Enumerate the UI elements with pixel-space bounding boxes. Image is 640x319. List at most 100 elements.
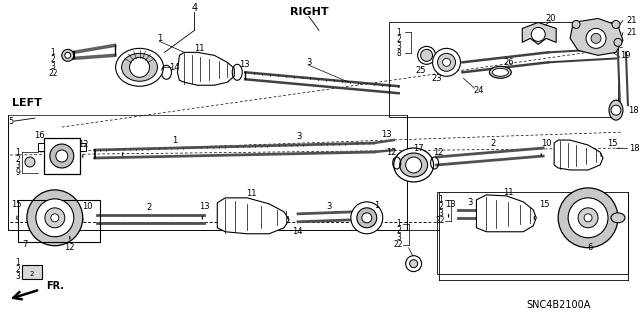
Circle shape (586, 28, 606, 48)
Text: 11: 11 (194, 44, 205, 53)
Polygon shape (177, 52, 234, 85)
Text: 3: 3 (396, 233, 401, 242)
Circle shape (351, 202, 383, 234)
Text: 12: 12 (79, 139, 89, 149)
Text: 16: 16 (35, 130, 45, 140)
Text: 2: 2 (438, 202, 443, 211)
Text: 1: 1 (396, 219, 401, 228)
Text: 3: 3 (15, 161, 20, 170)
Text: 2: 2 (15, 154, 20, 164)
Text: 26: 26 (503, 58, 514, 67)
Text: 1: 1 (157, 34, 162, 43)
Circle shape (572, 20, 580, 28)
Text: 1: 1 (172, 136, 177, 145)
Text: 2: 2 (396, 35, 401, 44)
Circle shape (406, 256, 422, 272)
Text: 8: 8 (396, 49, 401, 58)
Text: 22: 22 (394, 240, 403, 249)
Text: 3: 3 (326, 202, 332, 211)
Circle shape (362, 213, 372, 223)
Text: 10: 10 (83, 202, 93, 211)
Ellipse shape (490, 66, 511, 78)
Text: 21: 21 (626, 28, 636, 37)
Bar (22, 265, 42, 278)
Text: 6: 6 (588, 243, 593, 252)
Text: 3: 3 (15, 272, 20, 281)
Circle shape (51, 214, 59, 222)
Text: 12: 12 (433, 147, 444, 157)
Ellipse shape (609, 100, 623, 120)
Circle shape (357, 208, 377, 228)
Text: 20: 20 (545, 14, 556, 23)
Text: 23: 23 (431, 74, 442, 83)
Polygon shape (554, 140, 603, 170)
Text: 3: 3 (396, 42, 401, 51)
Circle shape (591, 33, 601, 43)
Text: 25: 25 (415, 66, 426, 75)
Text: 3: 3 (307, 58, 312, 67)
Text: 1: 1 (15, 147, 20, 157)
Polygon shape (570, 19, 623, 55)
Bar (38, 143, 44, 151)
Bar (388, 22, 618, 117)
Circle shape (25, 157, 35, 167)
Circle shape (611, 105, 621, 115)
Circle shape (406, 157, 422, 173)
Text: 19: 19 (620, 51, 630, 60)
Ellipse shape (400, 153, 428, 177)
Text: 2: 2 (396, 226, 401, 235)
Circle shape (442, 58, 451, 66)
Text: 17: 17 (413, 144, 424, 152)
Circle shape (433, 48, 461, 76)
Text: 1: 1 (15, 258, 20, 267)
Text: 7: 7 (22, 240, 28, 249)
Text: 4: 4 (191, 4, 197, 13)
Circle shape (418, 46, 436, 64)
Circle shape (36, 199, 74, 237)
Circle shape (62, 49, 74, 61)
Bar (80, 143, 86, 151)
Text: 1: 1 (396, 28, 401, 37)
Text: 14: 14 (169, 63, 180, 72)
Text: 5: 5 (8, 117, 13, 126)
Text: 13: 13 (445, 200, 456, 209)
Text: 13: 13 (239, 60, 250, 69)
Text: 2: 2 (29, 271, 34, 277)
Ellipse shape (129, 57, 150, 77)
Circle shape (438, 53, 456, 71)
Circle shape (65, 52, 71, 58)
Text: 13: 13 (381, 130, 392, 138)
Text: 15: 15 (11, 200, 21, 209)
Text: 2: 2 (15, 265, 20, 274)
Text: 18: 18 (629, 144, 639, 152)
Text: 3: 3 (438, 209, 443, 218)
Text: 2: 2 (147, 203, 152, 212)
Text: 22: 22 (48, 69, 58, 78)
Circle shape (410, 260, 418, 268)
Text: RIGHT: RIGHT (290, 7, 328, 18)
Bar (44, 138, 80, 174)
Text: 3: 3 (51, 62, 55, 71)
Circle shape (558, 188, 618, 248)
Text: 10: 10 (541, 138, 552, 148)
Ellipse shape (611, 213, 625, 223)
Circle shape (612, 20, 620, 28)
Polygon shape (522, 22, 556, 44)
Text: 1: 1 (374, 201, 380, 210)
Circle shape (614, 38, 622, 46)
Ellipse shape (394, 148, 433, 182)
Circle shape (50, 144, 74, 168)
Circle shape (56, 150, 68, 162)
Text: 12: 12 (65, 243, 75, 252)
Text: 12: 12 (387, 147, 397, 157)
Bar (436, 192, 628, 274)
Ellipse shape (122, 53, 157, 81)
Text: 21: 21 (626, 16, 636, 25)
Text: 11: 11 (246, 189, 257, 198)
Text: 2: 2 (51, 55, 55, 64)
Circle shape (584, 214, 592, 222)
Text: 9: 9 (15, 168, 20, 177)
Circle shape (45, 208, 65, 228)
Circle shape (578, 208, 598, 228)
Text: 15: 15 (607, 138, 617, 148)
